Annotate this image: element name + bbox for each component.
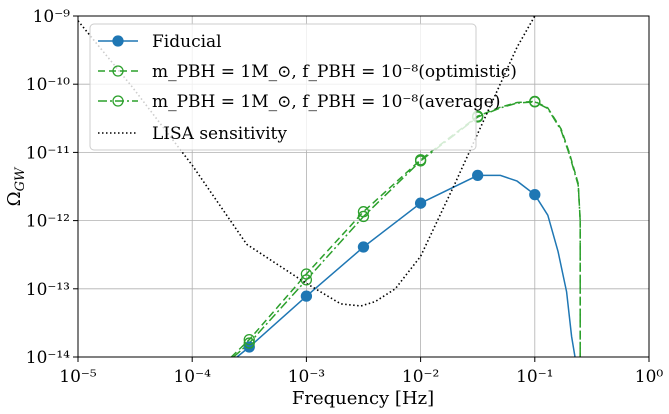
legend-box [89,23,477,151]
y-tick-label: 10⁻¹⁴ [26,348,70,368]
series-line-0 [236,174,576,357]
y-tick-label: 10⁻⁹ [33,7,71,27]
y-tick-label: 10⁻¹² [26,212,70,232]
y-axis-label: ΩGW [4,166,28,206]
x-tick-label: 10⁻⁴ [173,367,211,387]
series-1-point [243,333,255,346]
legend-marker-1 [112,65,124,77]
series-2-point [529,96,541,108]
series-1-point [357,206,370,218]
legend-label-3: LISA sensitivity [152,124,287,144]
legend-label-0: Fiducial [152,32,222,52]
axis-ticks: 10⁻⁵ 10⁻⁴ 10⁻³ 10⁻² 10⁻¹ 10⁰ 10⁻¹⁴ 10⁻¹³ 10⁻¹² 10… [26,7,664,387]
series-0-point [529,189,541,201]
legend-marker-2 [112,95,124,107]
x-tick-label: 10⁻² [402,367,439,387]
legend-marker-0 [112,35,124,47]
legend-label-2: m_PBH = 1M_⊙, f_PBH = 10⁻⁸(average) [152,92,501,112]
y-tick-label: 10⁻¹⁰ [26,75,70,95]
series-line-2 [233,101,581,357]
x-axis-label: Frequency [Hz] [292,388,434,409]
series-line-3 [78,16,536,307]
series-2-point [243,337,255,349]
legend-label-1: m_PBH = 1M_⊙, f_PBH = 10⁻⁸(optimistic) [152,62,517,82]
series-2-point [414,155,427,167]
series-1-point [300,268,313,280]
series-0-point [300,290,313,302]
series-layer [78,16,581,357]
y-tick-label: 10⁻¹¹ [26,143,70,163]
x-tick-label: 10⁻¹ [516,367,553,387]
x-tick-label: 10⁻⁵ [59,367,97,387]
series-2-point [357,210,370,223]
y-tick-label: 10⁻¹³ [26,280,70,300]
x-tick-label: 10⁻³ [288,367,325,387]
legend: Fiducial m_PBH = 1M_⊙, f_PBH = 10⁻⁸(optim… [89,23,517,151]
series-2-point [300,274,313,286]
series-0-point [472,169,484,182]
series-0-point [357,241,370,253]
series-0-point [414,197,427,209]
x-tick-label: 10⁰ [635,367,664,387]
plot-frame [77,15,650,358]
